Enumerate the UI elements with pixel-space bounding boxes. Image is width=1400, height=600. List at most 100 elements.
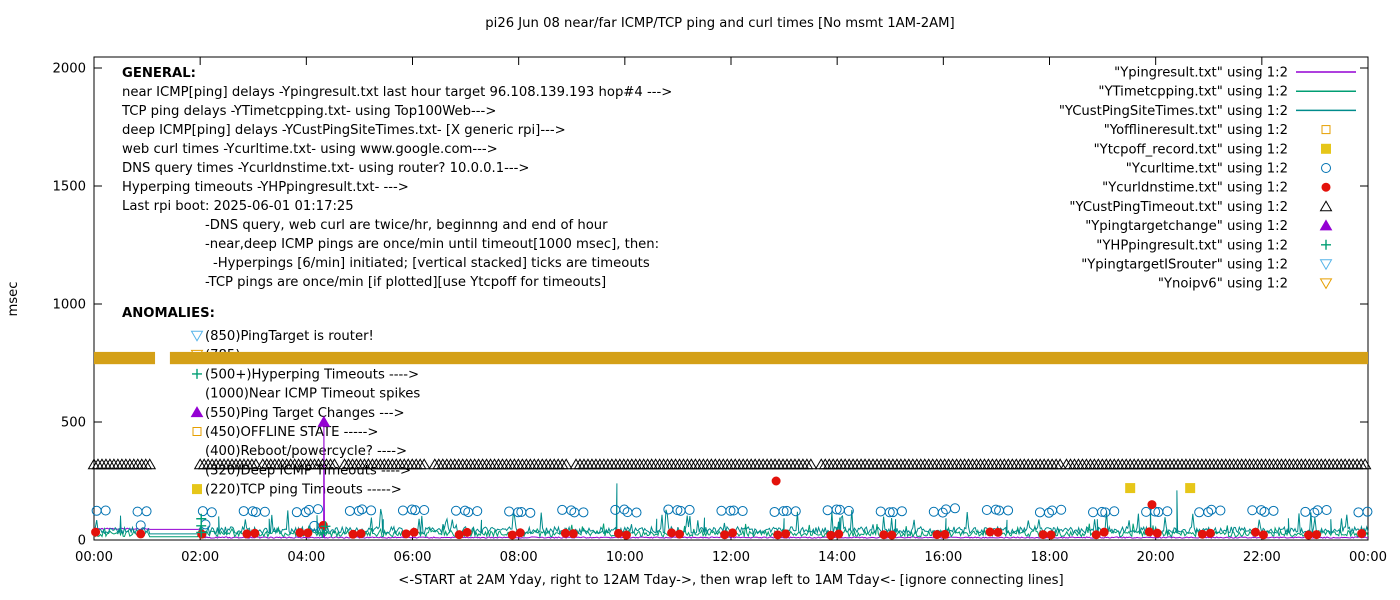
series-Ypingresult — [93, 426, 1369, 539]
circle-open-marker — [200, 519, 211, 530]
circle-open-marker — [300, 507, 311, 518]
circle-open-marker — [684, 504, 695, 515]
general-line: -TCP pings are once/min [if plotted][use… — [205, 275, 606, 290]
legend-label: "YpingtargetISrouter" using 1:2 — [1081, 258, 1288, 273]
x-tick-label: 20:00 — [1137, 550, 1175, 565]
circle-open-marker — [206, 507, 217, 518]
series-Ycurldnstime — [91, 476, 1367, 540]
tri-up-open-marker — [1053, 458, 1067, 470]
circle-open-marker — [366, 505, 377, 516]
general-line: near ICMP[ping] delays -Ypingresult.txt … — [122, 85, 672, 100]
circle-open-marker — [843, 505, 854, 516]
plus-marker — [317, 527, 328, 538]
anomaly-line: (850)PingTarget is router! — [205, 329, 374, 344]
circle-open-marker — [344, 505, 355, 516]
circle-filled-marker — [720, 530, 730, 540]
circle-filled-marker — [1250, 527, 1260, 537]
circle-filled-marker — [1147, 500, 1157, 510]
circle-filled-marker — [1144, 527, 1154, 537]
general-line: -Hyperpings [6/min] initiated; [vertical… — [213, 256, 650, 271]
circle-open-marker — [1312, 505, 1323, 516]
plus-marker — [320, 521, 331, 532]
x-tick-label: 08:00 — [500, 550, 538, 565]
circle-filled-marker — [1258, 530, 1268, 540]
circle-filled-marker — [409, 527, 419, 537]
x-tick-label: 22:00 — [1243, 550, 1281, 565]
tri-down-open-marker — [190, 330, 204, 342]
square-open-marker — [1321, 125, 1331, 135]
legend-label: "YHPpingresult.txt" using 1:2 — [1096, 238, 1288, 253]
series-Ypingtargetchange — [317, 415, 331, 427]
square-filled-marker — [192, 484, 202, 495]
circle-filled-marker — [879, 530, 889, 540]
circle-filled-marker — [136, 529, 146, 539]
circle-open-marker — [197, 506, 208, 517]
circle-filled-marker — [242, 529, 252, 539]
circle-open-marker — [132, 506, 143, 517]
circle-open-marker — [610, 504, 621, 515]
tri-up-open-marker — [143, 458, 157, 470]
circle-open-marker — [1034, 507, 1045, 518]
circle-open-marker — [822, 505, 833, 516]
circle-filled-marker — [560, 528, 570, 538]
y-tick-label: 1000 — [52, 298, 86, 313]
series-YCustPingTimeout — [87, 458, 1372, 470]
noipv6-band-segment — [94, 351, 156, 365]
tri-up-open-marker — [249, 458, 263, 470]
anomaly-line: (550)Ping Target Changes ---> — [205, 406, 405, 421]
x-tick-label: 18:00 — [1030, 550, 1068, 565]
tri-up-open-marker — [1319, 200, 1333, 212]
general-line: web curl times -Ycurltime.txt- using www… — [122, 142, 498, 157]
circle-filled-marker — [940, 529, 950, 539]
circle-open-marker — [1088, 507, 1099, 518]
x-tick-label: 00:00 — [1349, 550, 1387, 565]
circle-filled-marker — [1197, 529, 1207, 539]
circle-open-marker — [291, 507, 302, 518]
plus-marker — [192, 368, 202, 379]
x-tick-label: 00:00 — [75, 550, 113, 565]
circle-filled-marker — [1312, 530, 1322, 540]
circle-open-marker — [981, 504, 992, 515]
x-tick-label: 06:00 — [393, 550, 431, 565]
circle-filled-marker — [250, 528, 260, 538]
x-tick-label: 04:00 — [287, 550, 325, 565]
circle-open-marker — [419, 504, 430, 515]
circle-filled-marker — [303, 528, 313, 538]
annotation-text: GENERAL: near ICMP[ping] delays -Ypingres… — [121, 66, 672, 498]
circle-filled-marker — [1304, 530, 1314, 540]
circle-open-marker — [950, 503, 961, 514]
anomaly-line: (220)TCP ping Timeouts -----> — [205, 483, 402, 498]
circle-filled-marker — [507, 530, 517, 540]
circle-filled-marker — [401, 529, 411, 539]
circle-filled-marker — [1099, 527, 1109, 537]
legend: "Ypingresult.txt" using 1:2 "YTimetcpping… — [1059, 66, 1356, 292]
circle-open-marker — [1056, 504, 1067, 515]
circle-open-marker — [100, 505, 111, 516]
legend-label: "Ynoipv6" using 1:2 — [1158, 277, 1288, 292]
circle-open-marker — [1141, 506, 1152, 517]
general-line: TCP ping delays -YTimetcpping.txt- using… — [121, 104, 496, 119]
square-filled-marker — [1185, 483, 1196, 494]
circle-open-marker — [1309, 507, 1320, 518]
circle-open-marker — [1247, 505, 1258, 516]
noipv6-band — [94, 351, 1368, 365]
y-axis-label: msec — [6, 281, 21, 316]
y-tick-label: 1500 — [52, 180, 86, 195]
circle-filled-marker — [932, 530, 942, 540]
circle-filled-marker — [826, 530, 836, 540]
tri-up-open-marker — [328, 458, 341, 470]
circle-filled-marker — [454, 530, 464, 540]
circle-open-marker — [1047, 505, 1058, 516]
circle-filled-marker — [887, 530, 897, 540]
chart-title: pi26 Jun 08 near/far ICMP/TCP ping and c… — [485, 16, 954, 31]
circle-open-marker — [397, 505, 408, 516]
circle-filled-marker — [348, 529, 358, 539]
circle-open-marker — [1097, 506, 1108, 517]
tri-up-open-marker — [804, 458, 818, 470]
legend-label: "Ytcpoff_record.txt" using 1:2 — [1094, 142, 1288, 157]
circle-open-marker — [313, 504, 324, 515]
circle-open-marker — [769, 506, 780, 517]
tri-up-filled-marker — [190, 406, 204, 418]
x-tick-label: 14:00 — [818, 550, 856, 565]
